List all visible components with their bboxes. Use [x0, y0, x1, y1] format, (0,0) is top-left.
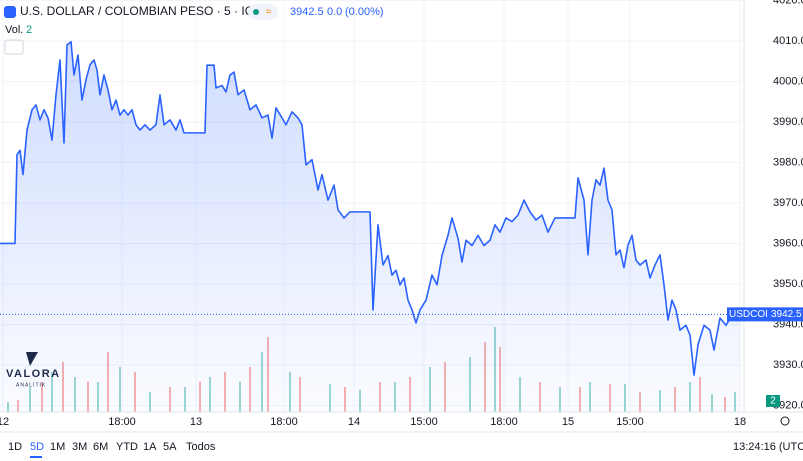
y-tick-label: 3920.0: [773, 399, 803, 411]
change-pct: (0.00%): [345, 6, 384, 18]
last-price: 3942.5: [290, 6, 324, 18]
x-tick-label: 18:00: [108, 416, 136, 428]
range-button[interactable]: Todos: [186, 441, 216, 453]
x-tick-label: 15: [562, 416, 574, 428]
plot: [0, 40, 742, 412]
range-button[interactable]: 1A: [143, 441, 157, 453]
price-badge-label: 3942.5: [771, 309, 802, 320]
y-tick-label: 3990.0: [773, 116, 803, 128]
logo-icon: [26, 352, 38, 366]
settings-icon[interactable]: [780, 416, 790, 426]
market-status: [253, 9, 259, 15]
symbol-badge-label: USDCOP: [729, 309, 772, 320]
range-button[interactable]: 6M: [93, 441, 108, 453]
x-tick-label: 13: [190, 416, 202, 428]
y-tick-label: 3980.0: [773, 156, 803, 168]
status-pill[interactable]: [248, 4, 278, 20]
y-tick-label: 3960.0: [773, 237, 803, 249]
y-tick-label: 3930.0: [773, 359, 803, 371]
x-tick-label: 14: [348, 416, 360, 428]
volume-badge: [766, 395, 780, 407]
x-tick-label: 15:00: [616, 416, 644, 428]
y-tick-label: 4010.0: [773, 35, 803, 47]
y-tick-label: 4000.0: [773, 75, 803, 87]
x-tick-label: 18: [734, 416, 746, 428]
y-tick-label: 3940.0: [773, 318, 803, 330]
range-button[interactable]: YTD: [116, 441, 138, 453]
volume-badge-label: 2: [770, 396, 776, 407]
y-tick-label: 4020.0: [773, 0, 803, 6]
price-line: [0, 40, 741, 376]
symbol-icon: [4, 6, 16, 18]
range-button[interactable]: 5A: [163, 441, 177, 453]
axes: 3920.0 3930.0 3940.0 3950.0 3960.0 3970.0 3980…: [0, 0, 803, 428]
x-tick-label: 15:00: [410, 416, 438, 428]
delay-icon: ≈: [266, 7, 272, 18]
range-button[interactable]: 5D: [30, 441, 44, 453]
collapse-button[interactable]: [4, 39, 24, 55]
symbol-title: U.S. DOLLAR / COLOMBIAN PESO · 5 · ICE: [20, 4, 261, 18]
x-tick-label: 12: [0, 416, 9, 428]
range-button[interactable]: 3M: [72, 441, 87, 453]
volume-label: Vol.: [5, 24, 23, 36]
y-tick-label: 3970.0: [773, 197, 803, 209]
clock: 13:24:16 (UTC): [733, 441, 803, 453]
logo-name: VALORA: [6, 368, 61, 380]
y-tick-label: 3950.0: [773, 278, 803, 290]
x-tick-label: 18:00: [490, 416, 518, 428]
badges: USDCOP 3942.5 2: [727, 307, 803, 407]
range-button[interactable]: 1D: [8, 441, 22, 453]
logo-sub: ANALITIK: [16, 382, 46, 388]
price-badge: [767, 307, 803, 322]
toolbar: 1D 5D 1M 3M 6M YTD 1A 5A Todos: [8, 441, 216, 458]
volume-value: 2: [26, 24, 32, 36]
x-tick-label: 18:00: [270, 416, 298, 428]
range-button[interactable]: 1M: [50, 441, 65, 453]
change: 0.0: [327, 6, 342, 18]
symbol-badge: [727, 307, 767, 322]
